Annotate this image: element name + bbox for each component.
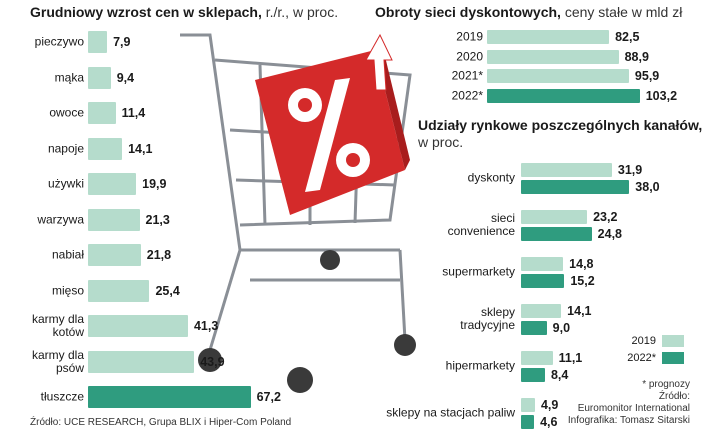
category-label: 2020 bbox=[456, 49, 483, 63]
bar bbox=[521, 209, 588, 224]
note: Źródło: bbox=[658, 391, 690, 402]
value-label: 8,4 bbox=[550, 367, 569, 382]
bar bbox=[521, 162, 612, 177]
category-label: supermarkety bbox=[442, 264, 515, 279]
bar bbox=[88, 173, 137, 195]
value-label: 23,2 bbox=[593, 209, 618, 224]
category-label: sieci convenience bbox=[447, 211, 515, 238]
value-label: 9,4 bbox=[116, 70, 135, 85]
legend-swatch bbox=[662, 335, 684, 347]
value-label: 14,1 bbox=[567, 303, 592, 318]
value-label: 41,3 bbox=[193, 319, 219, 333]
chart-title: Udziały rynkowe poszczególnych kanałów, … bbox=[418, 117, 703, 150]
value-label: 15,2 bbox=[570, 273, 595, 288]
value-label: 21,3 bbox=[145, 212, 170, 227]
category-label: napoje bbox=[47, 141, 84, 155]
bar bbox=[487, 30, 610, 44]
bar bbox=[88, 244, 141, 266]
bar bbox=[88, 208, 140, 231]
note: Euromonitor International bbox=[577, 403, 690, 414]
bar bbox=[88, 386, 251, 408]
bar bbox=[88, 137, 123, 160]
value-label: 4,6 bbox=[540, 414, 558, 429]
category-label: karmy dla kotów bbox=[31, 312, 84, 339]
value-label: 38,0 bbox=[635, 179, 660, 194]
value-label: 14,8 bbox=[569, 256, 594, 271]
value-label: 31,9 bbox=[617, 162, 643, 177]
category-label: sklepy na stacjach paliw bbox=[386, 405, 515, 420]
category-label: owoce bbox=[49, 105, 84, 120]
value-label: 11,4 bbox=[121, 106, 146, 120]
category-label: mięso bbox=[51, 283, 84, 297]
value-label: 19,9 bbox=[142, 177, 167, 191]
note: * prognozy bbox=[642, 379, 690, 390]
value-label: 82,5 bbox=[615, 30, 640, 44]
bar bbox=[521, 414, 535, 429]
category-label: używki bbox=[47, 176, 84, 191]
value-label: 9,0 bbox=[552, 320, 571, 335]
category-label: mąka bbox=[54, 70, 84, 84]
source: Źródło: UCE RESEARCH, Grupa BLIX i Hiper… bbox=[30, 417, 292, 428]
category-label: karmy dla psów bbox=[31, 347, 84, 375]
bar bbox=[487, 69, 629, 83]
chart-title: Grudniowy wzrost cen w sklepach, r./r., … bbox=[30, 4, 339, 20]
category-label: nabiał bbox=[51, 247, 84, 262]
bar bbox=[521, 273, 565, 288]
category-label: 2019 bbox=[456, 29, 483, 44]
bar bbox=[88, 279, 150, 302]
category-label: pieczywo bbox=[34, 34, 84, 49]
value-label: 14,1 bbox=[128, 141, 153, 156]
legend-label: 2019 bbox=[631, 335, 656, 347]
value-label: 24,8 bbox=[597, 226, 623, 241]
category-label: tłuszcze bbox=[40, 389, 84, 404]
bar bbox=[487, 88, 640, 103]
category-label: sklepy tradycyjne bbox=[460, 305, 515, 332]
value-label: 11,1 bbox=[558, 350, 583, 365]
bar bbox=[521, 367, 545, 382]
value-label: 25,4 bbox=[155, 283, 180, 298]
category-label: 2021* bbox=[451, 68, 483, 83]
bar bbox=[521, 226, 592, 241]
chart-title: Obroty sieci dyskontowych, ceny stałe w … bbox=[375, 4, 683, 20]
value-label: 21,8 bbox=[146, 248, 172, 262]
legend-label: 2022* bbox=[627, 352, 656, 364]
bar bbox=[521, 350, 553, 365]
bar bbox=[521, 320, 547, 335]
category-label: warzywa bbox=[37, 212, 84, 226]
value-label: 88,9 bbox=[624, 49, 649, 64]
category-label: hipermarkety bbox=[445, 358, 515, 373]
bar bbox=[88, 102, 116, 124]
category-label: dyskonty bbox=[467, 170, 515, 185]
bar bbox=[521, 303, 562, 318]
value-label: 4,9 bbox=[540, 397, 559, 412]
bar bbox=[88, 31, 108, 53]
cart-illustration bbox=[180, 33, 416, 393]
value-label: 7,9 bbox=[113, 35, 131, 49]
value-label: 43,9 bbox=[200, 354, 225, 369]
value-label: 67,2 bbox=[256, 390, 281, 404]
bar bbox=[521, 179, 630, 194]
legend-swatch bbox=[662, 352, 684, 364]
bar bbox=[88, 315, 188, 337]
bar bbox=[88, 66, 111, 89]
bar bbox=[487, 49, 619, 64]
value-label: 95,9 bbox=[634, 69, 660, 83]
note: Infografika: Tomasz Sitarski bbox=[567, 415, 690, 426]
bar bbox=[521, 256, 564, 271]
category-label: 2022* bbox=[451, 88, 483, 102]
bar bbox=[521, 397, 535, 412]
bar bbox=[88, 350, 195, 373]
value-label: 103,2 bbox=[645, 88, 678, 103]
